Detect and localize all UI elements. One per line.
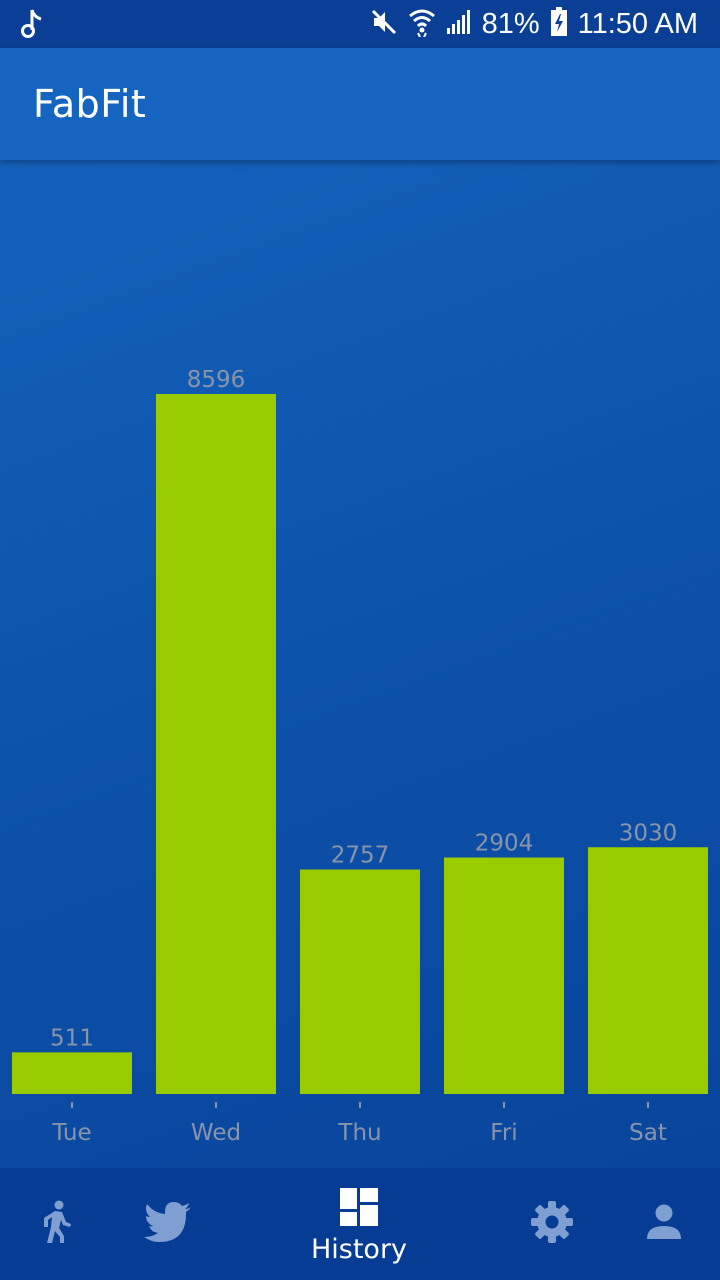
bar-fri bbox=[444, 857, 564, 1094]
bar-thu bbox=[300, 869, 420, 1094]
battery-percent: 81% bbox=[481, 7, 540, 40]
steps-bar-chart: 511 Tue 8596 Wed 2757 Thu 2904 Fri 3030 Sat bbox=[0, 160, 720, 1168]
x-tick-label-thu: Thu bbox=[337, 1120, 381, 1146]
x-tick-label-wed: Wed bbox=[191, 1120, 241, 1146]
bar-sat bbox=[588, 847, 708, 1094]
x-tick-label-fri: Fri bbox=[490, 1120, 517, 1146]
nav-walk[interactable] bbox=[22, 1168, 92, 1280]
walk-icon bbox=[40, 1200, 74, 1249]
gear-icon bbox=[531, 1200, 573, 1248]
app-title: FabFit bbox=[33, 82, 147, 126]
mute-icon bbox=[370, 8, 398, 41]
nav-profile[interactable] bbox=[628, 1168, 700, 1280]
music-note-icon bbox=[20, 8, 46, 45]
wifi-icon bbox=[408, 7, 436, 42]
person-icon bbox=[646, 1204, 682, 1245]
bar-wed bbox=[156, 394, 276, 1094]
status-bar: 81% 11:50 AM bbox=[0, 0, 720, 48]
nav-settings[interactable] bbox=[516, 1168, 588, 1280]
bar-tue bbox=[12, 1052, 132, 1094]
value-label-fri: 2904 bbox=[475, 831, 534, 857]
nav-twitter[interactable] bbox=[128, 1168, 208, 1280]
app-bar bbox=[0, 48, 720, 160]
nav-history-label: History bbox=[310, 1234, 408, 1265]
x-tick-label-tue: Tue bbox=[51, 1120, 91, 1146]
value-label-tue: 511 bbox=[50, 1025, 94, 1051]
chart-canvas: 511 Tue 8596 Wed 2757 Thu 2904 Fri 3030 Sat bbox=[12, 367, 708, 1146]
value-label-thu: 2757 bbox=[331, 842, 390, 868]
signal-icon bbox=[446, 9, 472, 40]
clock: 11:50 AM bbox=[577, 7, 698, 40]
dashboard-icon bbox=[340, 1188, 378, 1231]
nav-history[interactable] bbox=[300, 1168, 418, 1280]
value-label-sat: 3030 bbox=[619, 820, 678, 846]
bottom-navigation bbox=[0, 1168, 720, 1280]
battery-charging-icon bbox=[550, 6, 568, 42]
x-tick-label-sat: Sat bbox=[629, 1120, 667, 1146]
twitter-icon bbox=[144, 1201, 192, 1247]
value-label-wed: 8596 bbox=[187, 367, 246, 393]
